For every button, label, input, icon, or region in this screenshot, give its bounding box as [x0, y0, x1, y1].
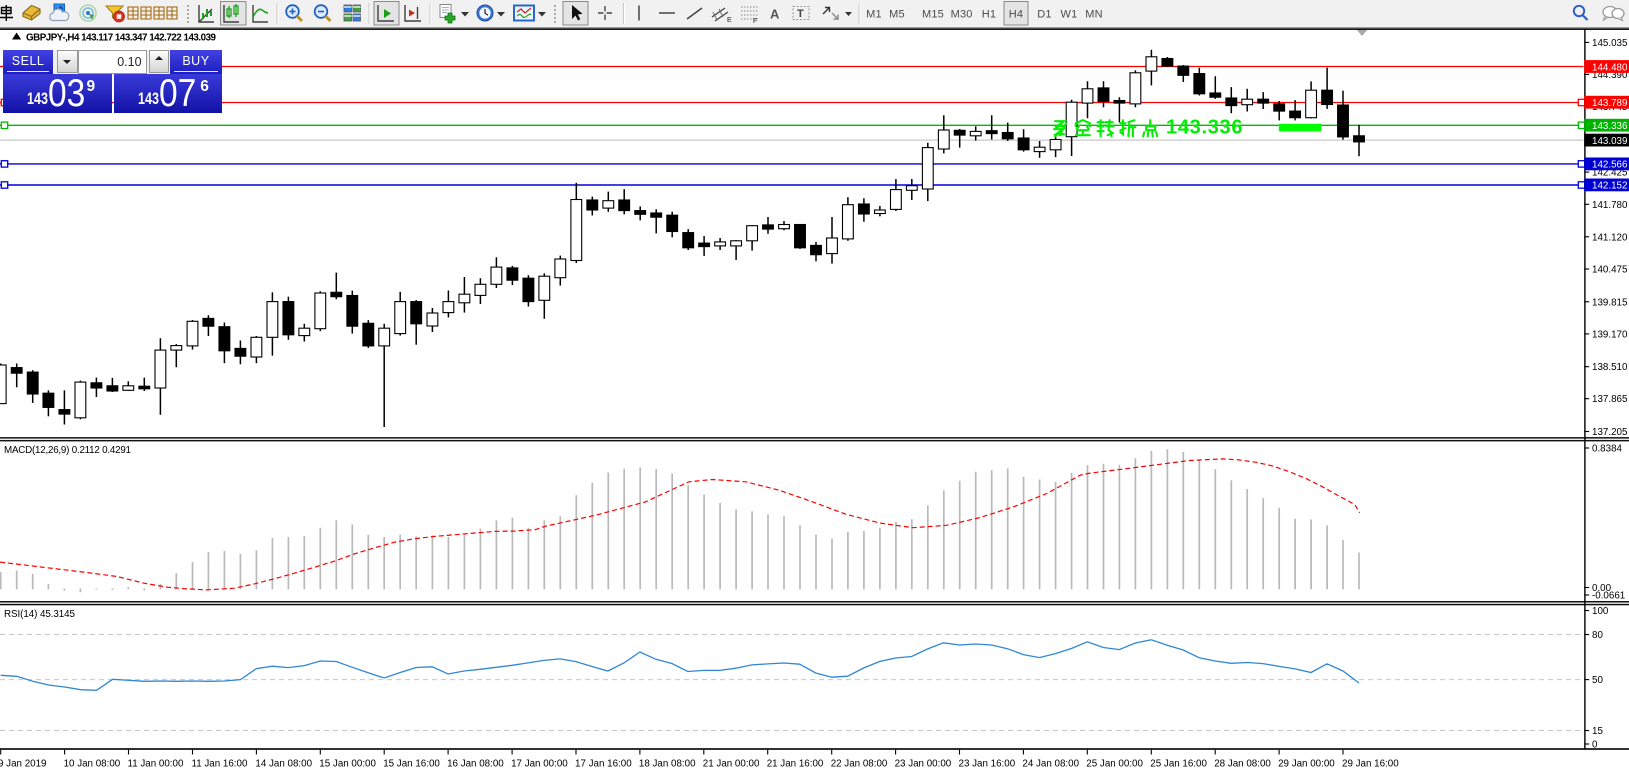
svg-text:RSI(14) 45.3145: RSI(14) 45.3145: [4, 609, 76, 620]
svg-text:23 Jan 00:00: 23 Jan 00:00: [895, 759, 952, 770]
svg-text:137.205: 137.205: [1592, 427, 1628, 438]
svg-text:25 Jan 00:00: 25 Jan 00:00: [1086, 759, 1143, 770]
svg-text:139.170: 139.170: [1592, 329, 1628, 340]
svg-text:T: T: [797, 8, 804, 20]
svg-text:141.120: 141.120: [1592, 232, 1628, 243]
svg-text:22 Jan 08:00: 22 Jan 08:00: [831, 759, 888, 770]
svg-text:A: A: [770, 7, 780, 22]
svg-text:E: E: [727, 17, 732, 24]
svg-text:D1: D1: [1037, 9, 1051, 21]
svg-text:9 Jan 2019: 9 Jan 2019: [0, 759, 46, 770]
svg-text:M15: M15: [922, 9, 944, 21]
svg-text:M30: M30: [951, 9, 973, 21]
svg-text:144.390: 144.390: [1592, 70, 1628, 81]
svg-text:100: 100: [1592, 606, 1609, 617]
svg-text:15 Jan 16:00: 15 Jan 16:00: [383, 759, 440, 770]
svg-text:-0.0661: -0.0661: [1592, 591, 1625, 602]
svg-text:14 Jan 08:00: 14 Jan 08:00: [255, 759, 312, 770]
svg-text:137.865: 137.865: [1592, 394, 1628, 405]
svg-text:23 Jan 16:00: 23 Jan 16:00: [959, 759, 1016, 770]
svg-text:139.815: 139.815: [1592, 297, 1628, 308]
svg-text:M1: M1: [866, 9, 882, 21]
svg-text:GBPJPY-,H4 143.117 143.347 14: GBPJPY-,H4 143.117 143.347 142.722 143.0…: [26, 33, 217, 44]
svg-text:H4: H4: [1009, 9, 1023, 21]
svg-text:0.00: 0.00: [1592, 583, 1612, 594]
svg-text:0.8384: 0.8384: [1592, 444, 1623, 455]
svg-text:H1: H1: [982, 9, 996, 21]
svg-text:24 Jan 08:00: 24 Jan 08:00: [1022, 759, 1079, 770]
svg-text:11 Jan 16:00: 11 Jan 16:00: [192, 759, 248, 770]
svg-text:F: F: [753, 18, 757, 25]
svg-text:29 Jan 16:00: 29 Jan 16:00: [1342, 759, 1399, 770]
svg-text:138.510: 138.510: [1592, 362, 1628, 373]
svg-text:0: 0: [1592, 740, 1598, 751]
svg-text:142.425: 142.425: [1592, 168, 1628, 179]
svg-text:21 Jan 00:00: 21 Jan 00:00: [703, 759, 760, 770]
svg-text:MACD(12,26,9) 0.2112 0.4291: MACD(12,26,9) 0.2112 0.4291: [4, 445, 131, 456]
svg-text:15: 15: [1592, 726, 1603, 737]
svg-text:141.780: 141.780: [1592, 200, 1628, 211]
svg-text:80: 80: [1592, 630, 1603, 641]
svg-text:11 Jan 00:00: 11 Jan 00:00: [128, 759, 184, 770]
svg-text:140.475: 140.475: [1592, 265, 1628, 276]
svg-text:144.480: 144.480: [1592, 62, 1628, 73]
svg-text:25 Jan 16:00: 25 Jan 16:00: [1150, 759, 1207, 770]
svg-text:143.336: 143.336: [1166, 117, 1243, 139]
svg-text:143.789: 143.789: [1592, 98, 1627, 109]
svg-text:M5: M5: [889, 9, 905, 21]
svg-text:17 Jan 00:00: 17 Jan 00:00: [511, 759, 568, 770]
svg-text:15 Jan 00:00: 15 Jan 00:00: [319, 759, 376, 770]
svg-text:143.039: 143.039: [1592, 136, 1627, 147]
svg-text:21 Jan 16:00: 21 Jan 16:00: [767, 759, 824, 770]
svg-text:142.152: 142.152: [1592, 181, 1627, 192]
svg-text:142.566: 142.566: [1592, 160, 1628, 171]
svg-text:W1: W1: [1061, 9, 1078, 21]
svg-text:17 Jan 16:00: 17 Jan 16:00: [575, 759, 632, 770]
svg-text:50: 50: [1592, 675, 1603, 686]
svg-text:16 Jan 08:00: 16 Jan 08:00: [447, 759, 504, 770]
svg-text:29 Jan 00:00: 29 Jan 00:00: [1278, 759, 1335, 770]
svg-text:143.336: 143.336: [1592, 121, 1628, 132]
svg-text:28 Jan 08:00: 28 Jan 08:00: [1214, 759, 1271, 770]
svg-text:MN: MN: [1085, 9, 1103, 21]
svg-text:10 Jan 08:00: 10 Jan 08:00: [64, 759, 121, 770]
svg-text:145.035: 145.035: [1592, 38, 1628, 49]
svg-text:18 Jan 08:00: 18 Jan 08:00: [639, 759, 696, 770]
